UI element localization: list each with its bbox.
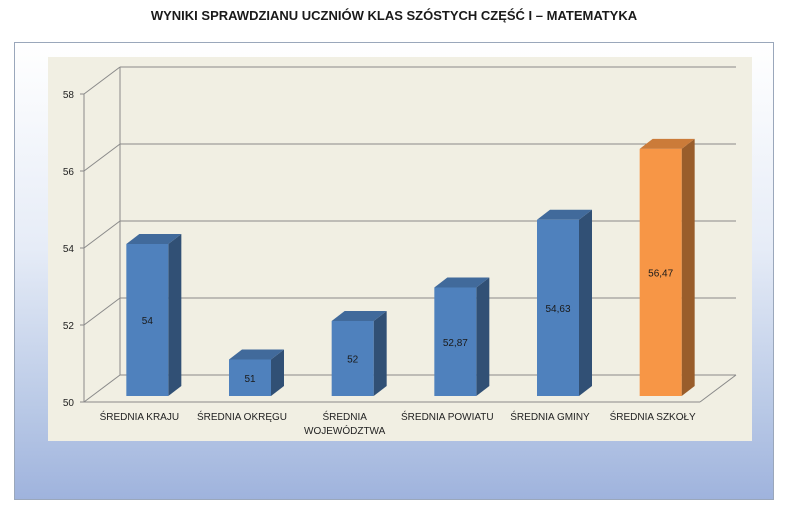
- y-tick-label: 54: [63, 244, 75, 255]
- bar-top: [331, 311, 387, 321]
- data-label: 56,47: [648, 268, 673, 279]
- bar-side: [476, 277, 490, 396]
- gridline-side: [83, 220, 121, 249]
- x-tick-label: ŚREDNIA: [322, 410, 367, 423]
- y-tick-label: 52: [63, 321, 75, 332]
- bar: [537, 219, 579, 396]
- bar: [229, 359, 271, 396]
- bar-top: [537, 209, 592, 220]
- bar-top: [639, 138, 695, 149]
- data-label: 52,87: [443, 338, 468, 349]
- y-tick-label: 58: [63, 90, 75, 101]
- bar-top: [229, 349, 284, 360]
- bar-side: [168, 234, 182, 396]
- x-tick-label: ŚREDNIA GMINY: [510, 410, 590, 423]
- gridline-side: [83, 297, 121, 326]
- bar-side: [681, 138, 695, 396]
- y-tick-label: 50: [63, 398, 75, 409]
- floor-edge: [699, 374, 737, 403]
- x-tick-label: ŚREDNIA SZKOŁY: [610, 410, 696, 423]
- bar-side: [271, 349, 284, 396]
- data-label: 52: [347, 355, 359, 366]
- data-label: 54: [142, 316, 154, 327]
- bar: [434, 287, 477, 396]
- bar-side: [373, 311, 387, 396]
- x-tick-label: WOJEWÓDZTWA: [304, 424, 386, 437]
- bar-top: [434, 277, 490, 288]
- bar: [126, 244, 169, 396]
- x-tick-label: ŚREDNIA KRAJU: [100, 410, 179, 423]
- x-tick-label: ŚREDNIA OKRĘGU: [197, 410, 287, 423]
- x-tick-label: ŚREDNIA POWIATU: [401, 410, 494, 423]
- bar: [639, 148, 682, 396]
- bar-top: [126, 234, 182, 244]
- data-label: 54,63: [545, 304, 570, 315]
- y-tick-label: 56: [63, 167, 75, 178]
- data-label: 51: [244, 374, 256, 385]
- gridline-side: [83, 66, 121, 95]
- gridline-side: [83, 374, 121, 403]
- bar-side: [579, 209, 592, 396]
- bar: [331, 321, 374, 396]
- chart-title: WYNIKI SPRAWDZIANU UCZNIÓW KLAS SZÓSTYCH…: [150, 8, 638, 23]
- gridline-side: [83, 143, 121, 172]
